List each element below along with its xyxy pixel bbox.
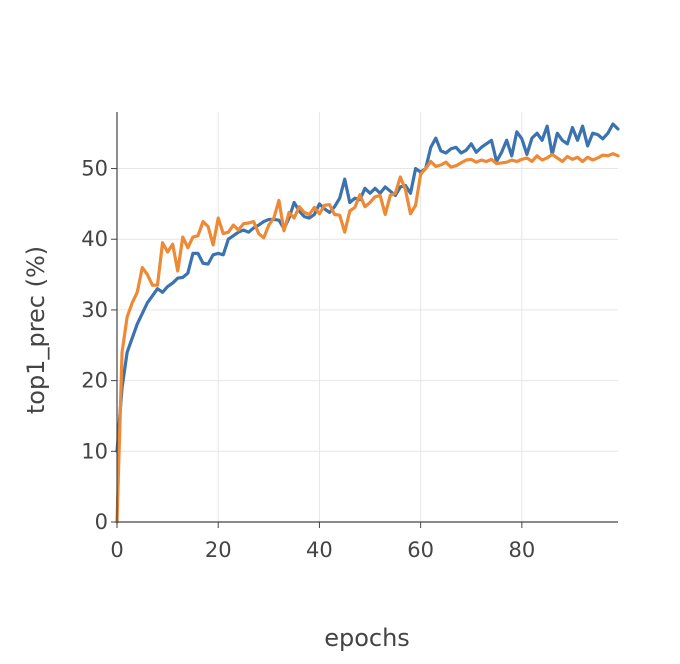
x-tick-label: 80 — [508, 538, 535, 562]
y-tick-label: 50 — [81, 157, 108, 181]
x-tick-label: 0 — [110, 538, 123, 562]
x-tick-label: 20 — [205, 538, 232, 562]
y-tick-label: 30 — [81, 298, 108, 322]
y-tick-label: 20 — [81, 369, 108, 393]
grid — [117, 112, 618, 522]
series-layer — [115, 122, 620, 524]
y-tick-label: 10 — [81, 439, 108, 463]
x-tick-label: 40 — [306, 538, 333, 562]
y-tick-label: 40 — [81, 227, 108, 251]
x-tick-label: 60 — [407, 538, 434, 562]
x-axis-title: epochs — [324, 624, 410, 652]
series-line-1 — [115, 122, 620, 453]
series-line-2 — [115, 152, 620, 524]
y-tick-label: 0 — [95, 510, 108, 534]
y-axis-title: top1_prec (%) — [22, 246, 50, 414]
axes: 0 20 40 60 80 0 10 20 30 40 50 — [81, 112, 618, 562]
